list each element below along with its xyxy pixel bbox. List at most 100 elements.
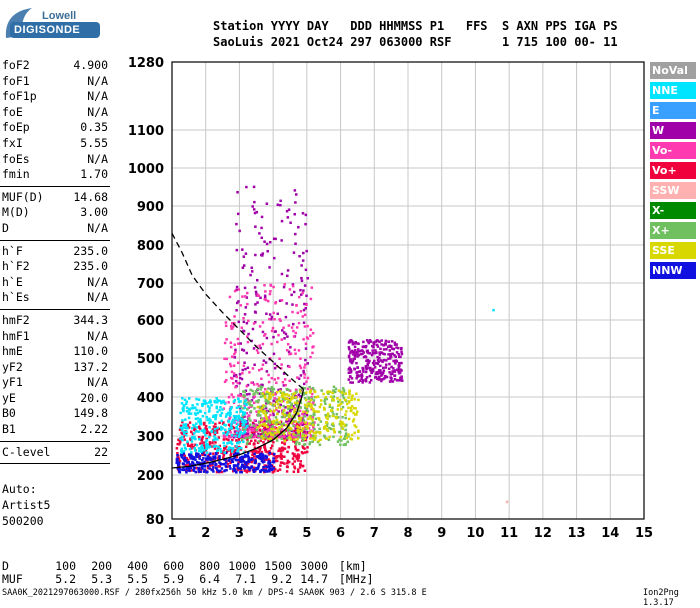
echo-point [182, 452, 186, 455]
echo-point [234, 350, 237, 354]
echo-point [283, 435, 286, 438]
echo-point [298, 466, 302, 469]
echo-point [383, 352, 386, 356]
echo-point [238, 381, 241, 385]
echo-point [213, 415, 216, 418]
param-value: 235.0 [73, 243, 108, 258]
echo-point [229, 425, 233, 428]
y-tick-label: 400 [137, 391, 164, 406]
echo-point [222, 435, 226, 439]
echo-point [183, 446, 187, 450]
echo-point [332, 435, 335, 438]
echo-point [259, 410, 262, 413]
echo-point [220, 470, 224, 474]
echo-point [272, 457, 275, 460]
echo-point [382, 358, 386, 362]
echo-point [269, 318, 273, 321]
echo-point [307, 397, 311, 401]
echo-point [278, 426, 281, 429]
echo-point [303, 382, 306, 386]
echo-point [236, 381, 240, 385]
echo-point [286, 269, 290, 272]
echo-point [387, 367, 391, 371]
echo-point [185, 409, 189, 413]
echo-point [261, 342, 265, 346]
echo-point [216, 457, 220, 460]
param-name: yF2 [2, 359, 23, 374]
echo-point [190, 455, 194, 458]
echo-point [314, 434, 317, 437]
echo-point [293, 401, 297, 405]
param-row: yE 20.0 [0, 391, 112, 407]
echo-point [268, 240, 272, 244]
echo-point [209, 456, 212, 460]
echo-point [361, 381, 364, 384]
echo-point [304, 438, 307, 442]
echo-point [283, 393, 287, 396]
echo-point [242, 364, 246, 368]
echo-point [263, 409, 266, 413]
echo-point [309, 437, 312, 440]
echo-point [240, 326, 244, 330]
legend-item-sse: SSE [650, 242, 696, 259]
echo-point [190, 457, 193, 460]
echo-point [347, 435, 350, 438]
muf_row-value: 5.2 [55, 572, 76, 586]
echo-point [388, 380, 392, 383]
echo-point [293, 438, 296, 441]
echo-point [384, 363, 388, 366]
echo-point [183, 443, 186, 447]
echo-point [204, 440, 208, 443]
echo-point [351, 359, 355, 363]
echo-point [250, 431, 254, 434]
echo-point [262, 411, 265, 415]
echo-point [243, 286, 247, 290]
echo-point [282, 432, 286, 436]
echo-point [216, 447, 220, 450]
echo-point [397, 361, 401, 365]
echo-point [264, 458, 268, 461]
echo-point [379, 364, 382, 368]
echo-point [251, 389, 254, 393]
param-row: foEs N/A [0, 152, 112, 168]
echo-point [228, 435, 231, 439]
echo-point [305, 435, 309, 439]
echo-point [322, 392, 325, 396]
echo-point [189, 438, 192, 442]
echo-point [397, 346, 400, 350]
legend-item-x: X- [650, 202, 696, 219]
echo-point [255, 455, 259, 458]
echo-point [268, 292, 272, 296]
echo-point [200, 458, 204, 462]
param-name: foEs [2, 151, 30, 166]
echo-point [186, 442, 190, 445]
echo-point [260, 236, 264, 240]
echo-point [246, 466, 249, 469]
echo-point [262, 434, 265, 438]
echo-point [249, 400, 252, 403]
param-value: 344.3 [73, 312, 108, 327]
echo-point [267, 423, 271, 427]
echo-point [306, 409, 310, 413]
echo-point [301, 434, 304, 438]
echo-point [331, 406, 334, 410]
echo-point [260, 377, 263, 381]
echo-point [400, 352, 404, 356]
param-row: h`Es N/A [0, 290, 112, 306]
y-tick-label: 300 [137, 430, 164, 445]
echo-point [221, 422, 225, 425]
echo-point [301, 445, 305, 448]
echo-point [261, 321, 265, 324]
echo-point [271, 393, 275, 396]
echo-point [224, 431, 228, 434]
x-tick-label: 1 [167, 526, 176, 541]
echo-point [329, 427, 333, 431]
distance_row-value: 100 [55, 559, 76, 573]
param-value: 3.00 [80, 205, 108, 220]
echo-point [189, 453, 192, 457]
echo-point [185, 471, 188, 474]
echo-point [265, 202, 269, 205]
echo-point [302, 410, 305, 414]
echo-point [193, 435, 196, 439]
echo-point [209, 419, 212, 422]
